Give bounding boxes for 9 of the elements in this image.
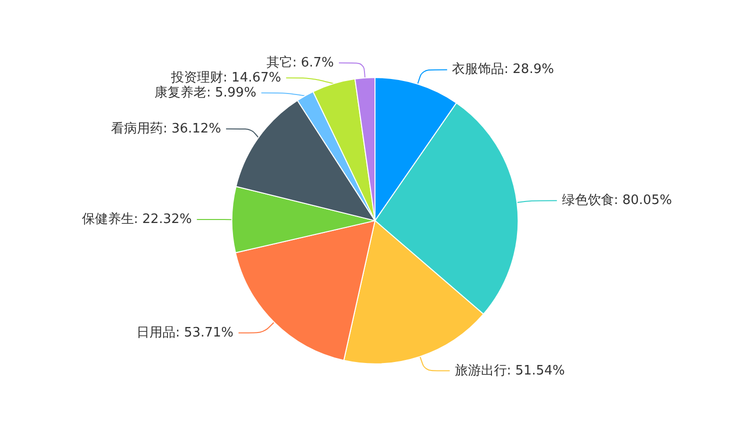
slice-label: 绿色饮食: 80.05%: [562, 193, 672, 208]
slice-label: 日用品: 53.71%: [136, 325, 234, 340]
slice-label: 衣服饰品: 28.9%: [452, 62, 554, 78]
slice-label: 保健养生: 22.32%: [82, 210, 192, 227]
slice-label: 看病用药: 36.12%: [110, 121, 222, 136]
slice-label: 旅游出行: 51.54%: [454, 363, 565, 378]
slice-label: 投资理财: 14.67%: [170, 70, 282, 86]
slice-label: 其它: 6.7%: [266, 54, 334, 70]
slice-label: 康复养老: 5.99%: [154, 84, 256, 100]
